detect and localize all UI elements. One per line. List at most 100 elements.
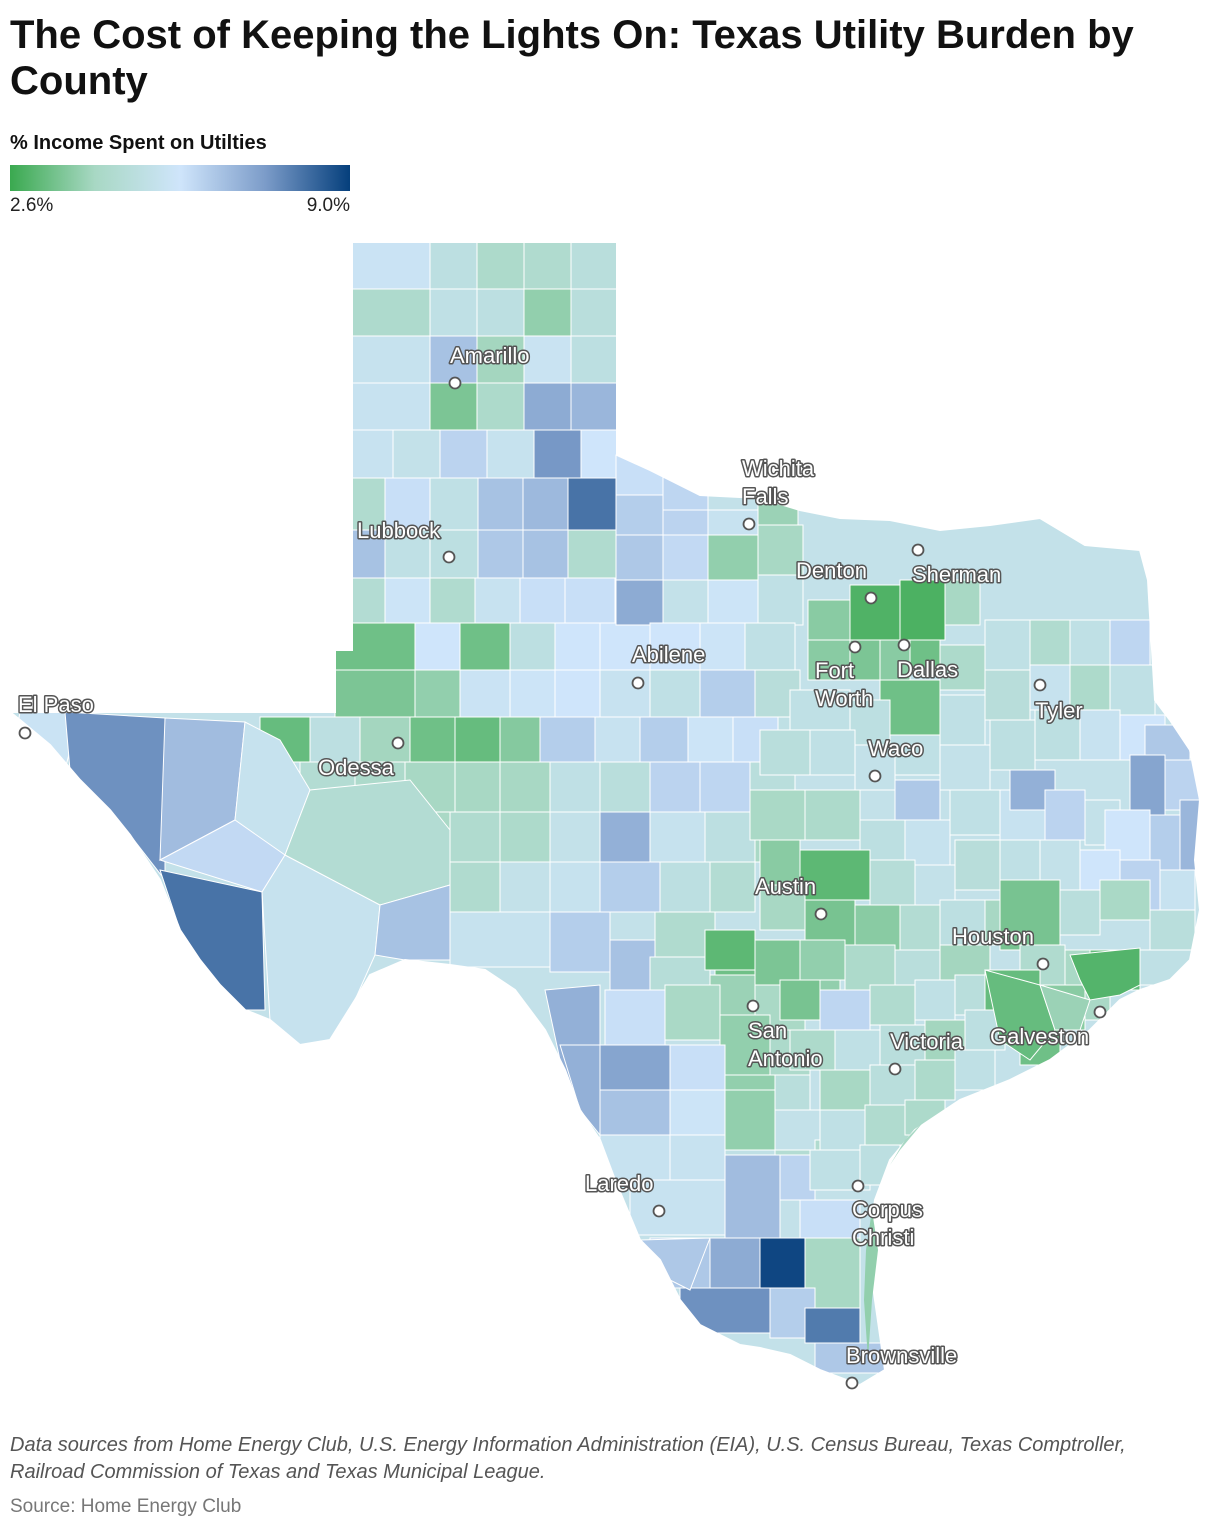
city-dot bbox=[1093, 1005, 1107, 1019]
county-region bbox=[476, 288, 525, 337]
county-region bbox=[334, 622, 416, 671]
county-region bbox=[789, 1029, 836, 1071]
county-region bbox=[699, 622, 746, 671]
county-region bbox=[1149, 909, 1196, 951]
county-region bbox=[1109, 619, 1151, 666]
city-label: Dallas bbox=[897, 657, 958, 682]
texas-county-map: Amarillo Lubbock Wichita Falls Denton Sherman… bbox=[7, 241, 1202, 1390]
county-region bbox=[599, 1044, 671, 1091]
city-label: Falls bbox=[742, 484, 788, 509]
county-region bbox=[699, 761, 751, 813]
county-region bbox=[904, 1099, 946, 1136]
county-region bbox=[567, 477, 617, 531]
county-region bbox=[523, 335, 572, 384]
county-region bbox=[759, 884, 806, 931]
county-region bbox=[570, 382, 618, 431]
county-region bbox=[639, 716, 689, 763]
county-region bbox=[954, 1049, 996, 1091]
city-label: Corpus bbox=[852, 1197, 923, 1222]
county-region bbox=[1099, 879, 1151, 921]
county-region bbox=[1079, 709, 1121, 761]
county-region bbox=[594, 716, 641, 763]
county-region bbox=[374, 884, 451, 961]
city-amarillo: Amarillo bbox=[448, 342, 531, 390]
county-region bbox=[799, 939, 846, 981]
city-markers: Amarillo Lubbock Wichita Falls Denton Sherman… bbox=[17, 342, 1107, 1390]
city-austin: Austin bbox=[754, 873, 828, 921]
county-region bbox=[615, 454, 664, 496]
county-region bbox=[476, 382, 525, 431]
city-label: Victoria bbox=[890, 1029, 964, 1054]
barrier-island bbox=[864, 1210, 878, 1360]
county-region bbox=[984, 669, 1031, 721]
city-odessa: Odessa bbox=[317, 736, 405, 782]
county-region bbox=[392, 429, 441, 479]
county-region bbox=[819, 1109, 866, 1151]
county-region bbox=[599, 861, 661, 913]
county-region bbox=[1069, 947, 1141, 1001]
county-region bbox=[615, 534, 664, 581]
county-region bbox=[523, 242, 572, 290]
county-region bbox=[849, 699, 891, 746]
county-region bbox=[486, 429, 535, 479]
city-label: Tyler bbox=[1035, 698, 1083, 723]
city-label: Fort bbox=[815, 658, 854, 683]
city-sherman: Sherman bbox=[911, 543, 1003, 589]
county-region bbox=[499, 761, 551, 813]
city-corpus-christi: Corpus Christi bbox=[851, 1179, 924, 1252]
city-label: Amarillo bbox=[450, 343, 529, 368]
county-region bbox=[819, 989, 871, 1031]
county-region bbox=[799, 1199, 861, 1239]
county-region bbox=[449, 861, 501, 913]
county-region bbox=[570, 288, 618, 337]
color-legend: % Income Spent on Utilties 2.6% 9.0% bbox=[10, 132, 350, 217]
city-victoria: Victoria bbox=[889, 1028, 965, 1076]
county-region bbox=[879, 1024, 926, 1066]
city-dot bbox=[742, 517, 756, 531]
county-region bbox=[899, 579, 946, 641]
county-region bbox=[1139, 949, 1196, 986]
source-credit: Source: Home Energy Club bbox=[10, 1496, 242, 1517]
county-region bbox=[554, 669, 601, 718]
city-dot bbox=[1036, 957, 1050, 971]
city-dot bbox=[911, 543, 925, 557]
county-region bbox=[459, 622, 511, 671]
county-region bbox=[854, 744, 896, 791]
county-region bbox=[814, 1342, 886, 1374]
county-region bbox=[429, 577, 476, 624]
county-region bbox=[904, 819, 951, 866]
county-region bbox=[704, 811, 756, 863]
county-region bbox=[477, 529, 524, 579]
county-region bbox=[749, 789, 806, 841]
city-houston: Houston bbox=[951, 923, 1050, 971]
county-region bbox=[949, 789, 1001, 836]
county-region bbox=[449, 811, 501, 863]
county-region bbox=[894, 779, 941, 821]
county-region bbox=[414, 669, 461, 718]
city-tyler: Tyler bbox=[1034, 678, 1084, 725]
county-region bbox=[159, 869, 266, 1011]
county-region bbox=[1159, 869, 1196, 911]
county-region bbox=[844, 944, 896, 991]
county-region bbox=[704, 929, 756, 971]
county-region bbox=[599, 811, 651, 863]
state-outline bbox=[7, 241, 1202, 1387]
county-region bbox=[549, 761, 601, 813]
county-region bbox=[699, 669, 756, 718]
city-denton: Denton bbox=[795, 557, 878, 605]
county-region bbox=[429, 477, 479, 531]
city-label: Antonio bbox=[748, 1046, 823, 1071]
county-region bbox=[429, 382, 478, 431]
county-region bbox=[709, 1237, 761, 1289]
county-region bbox=[599, 622, 651, 671]
county-region bbox=[64, 711, 166, 882]
county-region bbox=[807, 599, 851, 641]
city-dot bbox=[448, 376, 462, 390]
county-region bbox=[1029, 619, 1071, 666]
county-region bbox=[599, 669, 651, 718]
city-dot bbox=[848, 640, 862, 654]
city-dot bbox=[631, 676, 645, 690]
county-region bbox=[687, 716, 734, 763]
county-region bbox=[869, 859, 916, 906]
county-region bbox=[570, 335, 618, 384]
